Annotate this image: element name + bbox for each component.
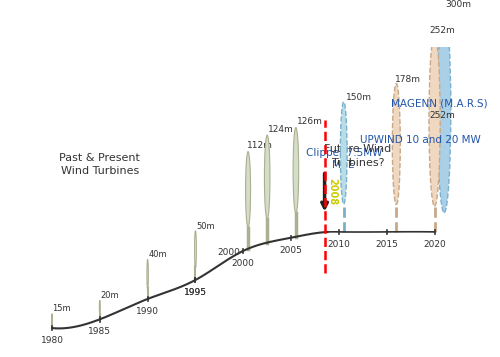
Circle shape	[293, 127, 298, 213]
Text: 178m: 178m	[395, 75, 421, 84]
Text: 150m: 150m	[346, 94, 372, 102]
Text: 2005: 2005	[280, 246, 302, 255]
Text: 300m: 300m	[446, 0, 471, 9]
Text: 124m: 124m	[268, 125, 293, 134]
Ellipse shape	[147, 260, 148, 290]
Text: 2015: 2015	[376, 240, 398, 249]
Text: 15m: 15m	[52, 304, 71, 313]
Text: 126m: 126m	[296, 117, 322, 126]
Text: 252m: 252m	[430, 26, 456, 35]
Circle shape	[429, 35, 440, 206]
Circle shape	[438, 9, 451, 213]
Text: Clipper 7.5MW
MBE: Clipper 7.5MW MBE	[306, 148, 382, 170]
Text: 1980: 1980	[40, 336, 64, 345]
Text: 1995: 1995	[184, 288, 207, 297]
Text: 2020: 2020	[423, 240, 446, 249]
Text: 1985: 1985	[88, 327, 112, 336]
Text: 1995: 1995	[184, 288, 207, 297]
Text: 2000: 2000	[232, 259, 254, 268]
Ellipse shape	[194, 231, 196, 268]
Circle shape	[264, 135, 270, 220]
Text: 40m: 40m	[148, 251, 167, 260]
Text: 50m: 50m	[196, 222, 215, 231]
Text: 252m: 252m	[430, 111, 456, 120]
Text: 20m: 20m	[100, 291, 118, 300]
Text: 1990: 1990	[136, 307, 159, 316]
Text: MAGENN (M.A.R.S): MAGENN (M.A.R.S)	[391, 98, 488, 108]
Text: Future Wind
Turbines?: Future Wind Turbines?	[324, 145, 392, 168]
Text: Past & Present
Wind Turbines: Past & Present Wind Turbines	[60, 153, 140, 176]
Circle shape	[392, 84, 400, 205]
Text: 2010: 2010	[328, 240, 350, 249]
Text: 112m: 112m	[247, 141, 273, 150]
Text: 2008: 2008	[328, 177, 338, 205]
Circle shape	[246, 152, 250, 228]
Text: 2000: 2000	[218, 247, 240, 257]
Circle shape	[340, 102, 347, 204]
Text: UPWIND 10 and 20 MW: UPWIND 10 and 20 MW	[360, 135, 480, 145]
